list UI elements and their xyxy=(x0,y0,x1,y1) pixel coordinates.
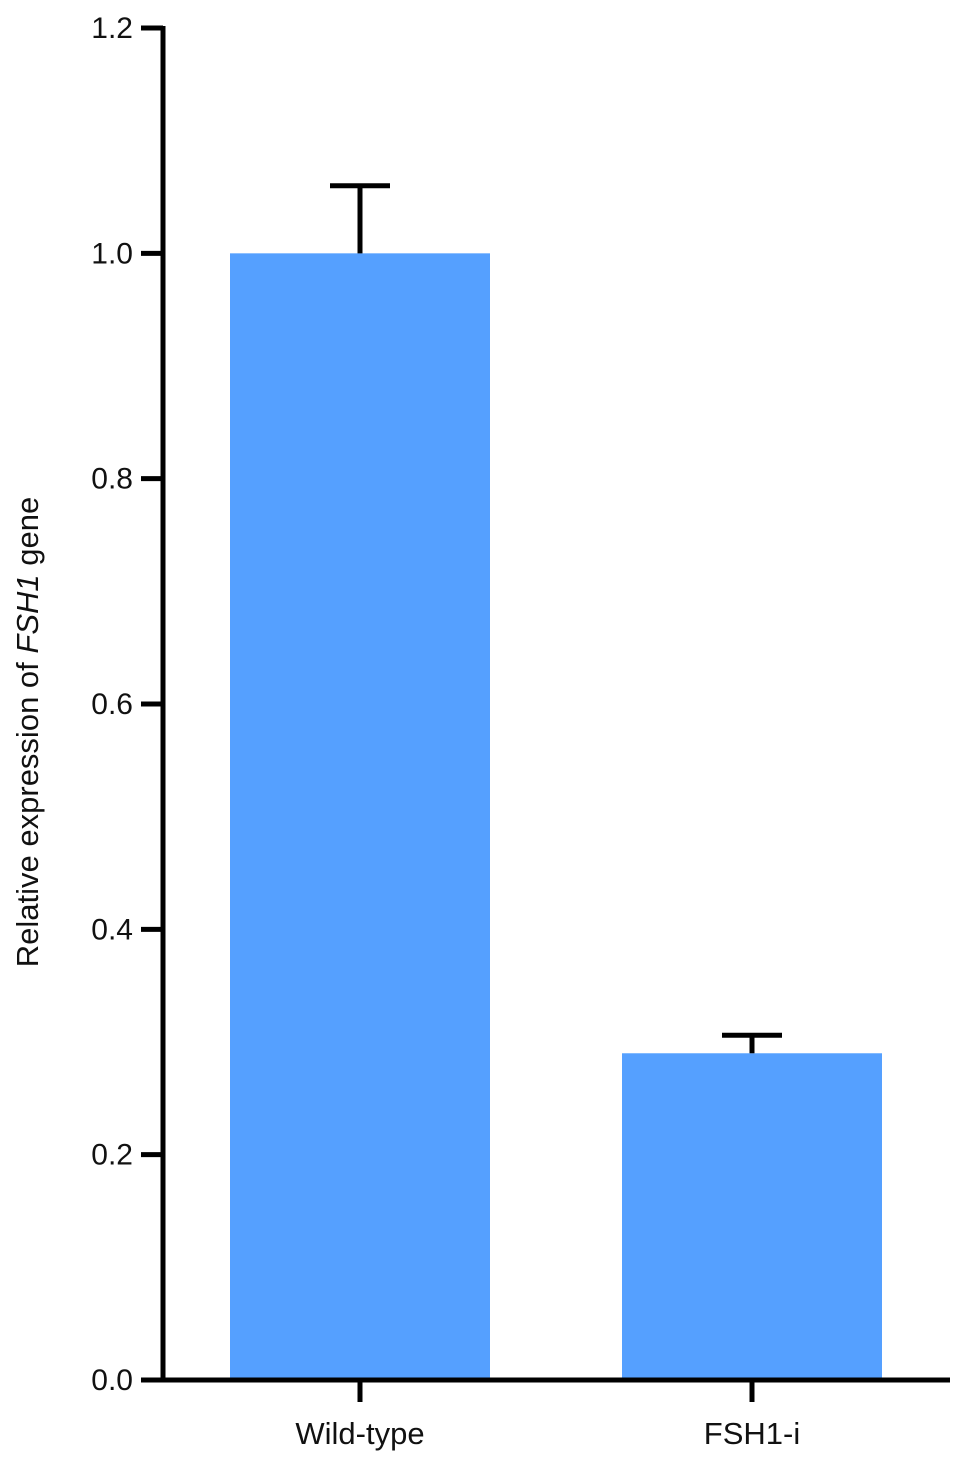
y-tick-label-6: 1.2 xyxy=(91,12,133,45)
bar-0 xyxy=(230,253,490,1380)
x-tick-label-1: FSH1-i xyxy=(704,1416,800,1451)
y-ticks-group: 0.0 0.2 0.4 0.6 0.8 1.0 1.2 xyxy=(91,12,163,1397)
y-tick-label-0: 0.0 xyxy=(91,1364,133,1397)
y-tick-label-5: 1.0 xyxy=(91,237,133,270)
y-axis-title-gene: FSH1 xyxy=(10,574,45,653)
x-tick-label-0: Wild-type xyxy=(295,1416,424,1451)
y-tick-label-2: 0.4 xyxy=(91,913,133,946)
y-tick-label-3: 0.6 xyxy=(91,688,133,721)
y-tick-label-4: 0.8 xyxy=(91,463,133,496)
y-axis-title-prefix: Relative expression of xyxy=(10,654,45,968)
y-axis-title-suffix: gene xyxy=(10,497,45,575)
error-bars-group xyxy=(330,183,782,1054)
y-tick-label-1: 0.2 xyxy=(91,1139,133,1172)
bar-1 xyxy=(622,1053,882,1380)
bars-group xyxy=(230,253,882,1380)
x-ticks-group: Wild-type FSH1-i xyxy=(295,1380,800,1451)
y-axis-title: Relative expression of FSH1 gene xyxy=(10,497,45,967)
